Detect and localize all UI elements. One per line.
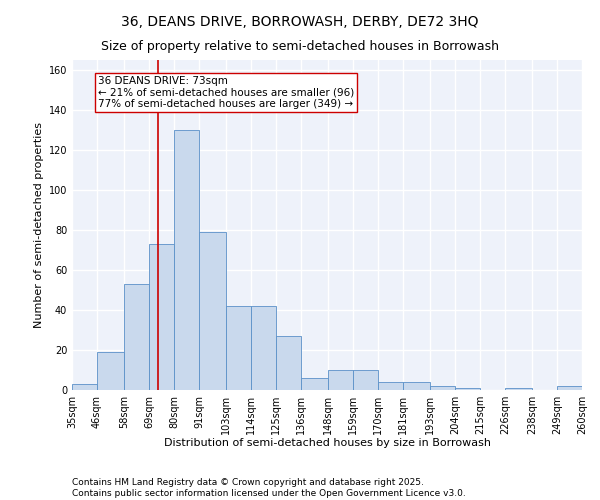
Bar <box>430 386 455 390</box>
Bar <box>226 306 251 390</box>
Bar <box>124 284 149 390</box>
Bar <box>403 382 430 390</box>
Text: Size of property relative to semi-detached houses in Borrowash: Size of property relative to semi-detach… <box>101 40 499 53</box>
Text: Contains HM Land Registry data © Crown copyright and database right 2025.
Contai: Contains HM Land Registry data © Crown c… <box>72 478 466 498</box>
Bar <box>455 388 480 390</box>
Bar <box>557 386 582 390</box>
Text: 36 DEANS DRIVE: 73sqm
← 21% of semi-detached houses are smaller (96)
77% of semi: 36 DEANS DRIVE: 73sqm ← 21% of semi-deta… <box>98 76 355 109</box>
Bar <box>301 378 328 390</box>
Bar <box>97 352 124 390</box>
Bar <box>505 388 532 390</box>
Bar <box>174 130 199 390</box>
Bar <box>353 370 378 390</box>
Bar <box>149 244 174 390</box>
Bar <box>582 388 600 390</box>
Y-axis label: Number of semi-detached properties: Number of semi-detached properties <box>34 122 44 328</box>
X-axis label: Distribution of semi-detached houses by size in Borrowash: Distribution of semi-detached houses by … <box>163 438 491 448</box>
Text: 36, DEANS DRIVE, BORROWASH, DERBY, DE72 3HQ: 36, DEANS DRIVE, BORROWASH, DERBY, DE72 … <box>121 15 479 29</box>
Bar <box>328 370 353 390</box>
Bar <box>72 384 97 390</box>
Bar <box>378 382 403 390</box>
Bar <box>276 336 301 390</box>
Bar <box>199 232 226 390</box>
Bar <box>251 306 276 390</box>
